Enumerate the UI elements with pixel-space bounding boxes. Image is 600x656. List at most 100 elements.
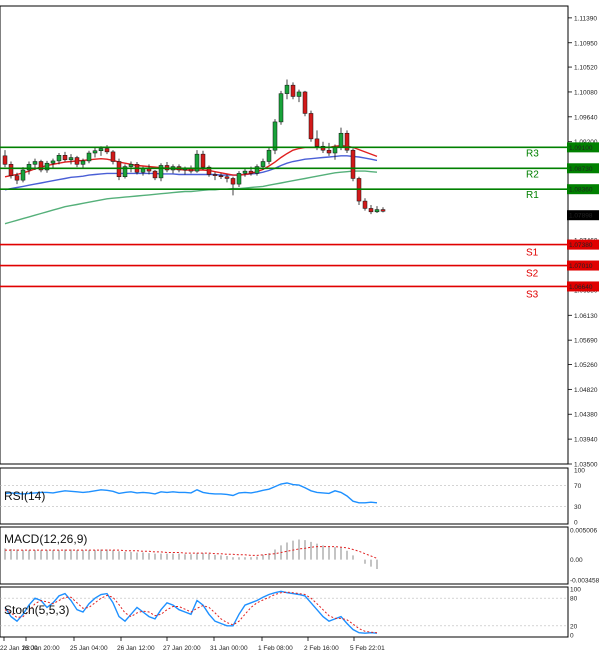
candle-body: [32, 161, 38, 165]
level-name-r2: R2: [526, 169, 539, 180]
candle-body: [92, 150, 98, 154]
candle-body: [374, 209, 380, 213]
macd-signal-line: [5, 546, 378, 559]
rsi-title: RSI(14): [4, 489, 45, 503]
stoch-main-line: [4, 590, 378, 634]
candle-body: [2, 155, 8, 165]
price-tick-label: 1.04380: [574, 412, 598, 419]
time-tick-label: 26 Jan 12:00: [117, 645, 155, 652]
candle-body: [314, 138, 320, 147]
candle-body: [200, 153, 206, 168]
stoch-tick-label: 20: [570, 623, 578, 630]
time-tick-label: 27 Jan 20:00: [163, 645, 201, 652]
candle-body: [86, 152, 92, 162]
candle-body: [20, 169, 26, 181]
price-tick-label: 1.09640: [574, 114, 598, 121]
candle-body: [290, 84, 296, 97]
macd-indicator: 0.005006 0.00 -0.003458: [4, 528, 600, 585]
level-price-label: 1.08360: [569, 187, 593, 194]
candle-body: [158, 165, 164, 179]
pivot-levels: R3 1.09100 R2 1.08730 R1 1.08360 S1 1.07380 S2 1.…: [0, 142, 599, 300]
candle-body: [368, 208, 374, 213]
time-tick-label: 22 Jan 16:00: [0, 645, 38, 652]
price-tick-label: 1.10520: [574, 65, 598, 72]
time-tick-label: 23 Jan 20:00: [22, 645, 60, 652]
candle-body: [224, 176, 230, 179]
candle-body: [140, 168, 146, 173]
current-price-tag: [567, 210, 599, 221]
level-name-r3: R3: [526, 148, 539, 159]
price-tick-label: 1.05260: [574, 362, 598, 369]
candle-body: [50, 160, 56, 164]
level-price-tag: [567, 281, 599, 292]
candle-body: [8, 164, 14, 176]
stochastic-indicator: 100 80 20 0: [0, 587, 581, 640]
macd-tick-label: -0.003458: [570, 578, 600, 585]
candle-body: [248, 170, 254, 174]
time-tick-label: 25 Jan 04:00: [70, 645, 108, 652]
candle-body: [128, 164, 134, 167]
macd-tick-label: 0.00: [570, 557, 583, 564]
level-price-tag: [567, 142, 599, 153]
candle-body: [104, 148, 110, 153]
candle-body: [68, 157, 74, 161]
candle-body: [146, 168, 152, 172]
candle-body: [110, 151, 116, 162]
stoch-pane: [0, 586, 569, 638]
candle-body: [74, 157, 80, 165]
level-price-label: 1.09100: [569, 145, 593, 152]
candle-body: [194, 153, 200, 172]
candle-body: [308, 113, 314, 140]
level-name-r1: R1: [526, 190, 539, 201]
level-name-s1: S1: [526, 248, 539, 259]
level-name-s2: S2: [526, 269, 539, 280]
ma-green-line: [4, 170, 378, 225]
time-tick-label: 2 Feb 16:00: [304, 645, 339, 652]
candle-body: [242, 170, 248, 174]
price-tick-label: 1.10080: [574, 89, 598, 96]
price-tick-label: 1.03940: [574, 437, 598, 444]
candle-body: [302, 91, 308, 114]
candle-body: [380, 209, 386, 212]
candle-body: [284, 84, 290, 94]
price-tick-label: 1.03500: [574, 462, 598, 469]
candle-body: [206, 166, 212, 175]
candle-body: [254, 166, 260, 174]
rsi-tick-label: 30: [574, 504, 582, 511]
time-tick-label: 5 Feb 22:01: [350, 645, 385, 652]
time-tick-label: 31 Jan 00:00: [210, 645, 248, 652]
stoch-tick-label: 80: [570, 596, 578, 603]
candle-body: [218, 175, 224, 178]
candle-body: [260, 161, 266, 167]
candle-body: [272, 121, 278, 151]
candle-body: [26, 164, 32, 171]
candle-body: [350, 149, 356, 179]
candle-body: [44, 162, 50, 171]
candle-body: [278, 93, 284, 123]
candle-body: [332, 147, 338, 154]
candle-body: [152, 170, 158, 179]
candle-body: [230, 178, 236, 185]
candle-body: [296, 91, 302, 97]
candle-body: [98, 148, 104, 152]
rsi-line: [4, 482, 378, 504]
price-tick-label: 1.10950: [574, 40, 598, 47]
level-price-label: 1.08730: [569, 166, 593, 173]
ma-blue-line: [4, 155, 378, 191]
candle-body: [62, 155, 68, 161]
candle-body: [344, 132, 350, 151]
candle-body: [122, 166, 128, 178]
candle-body: [236, 173, 242, 185]
level-price-tag: [567, 260, 599, 271]
time-tick-label: 1 Feb 08:00: [258, 645, 293, 652]
level-name-s3: S3: [526, 289, 539, 300]
rsi-tick-label: 0: [574, 520, 578, 527]
level-price-label: 1.07010: [569, 263, 593, 270]
candle-body: [188, 168, 194, 172]
macd-tick-label: 0.005006: [570, 528, 597, 535]
candle-body: [56, 155, 62, 162]
level-price-tag: [567, 163, 599, 174]
stoch-signal-line: [4, 591, 378, 634]
rsi-pane: [0, 467, 569, 525]
stoch-title: Stoch(5,5,3): [4, 603, 69, 617]
